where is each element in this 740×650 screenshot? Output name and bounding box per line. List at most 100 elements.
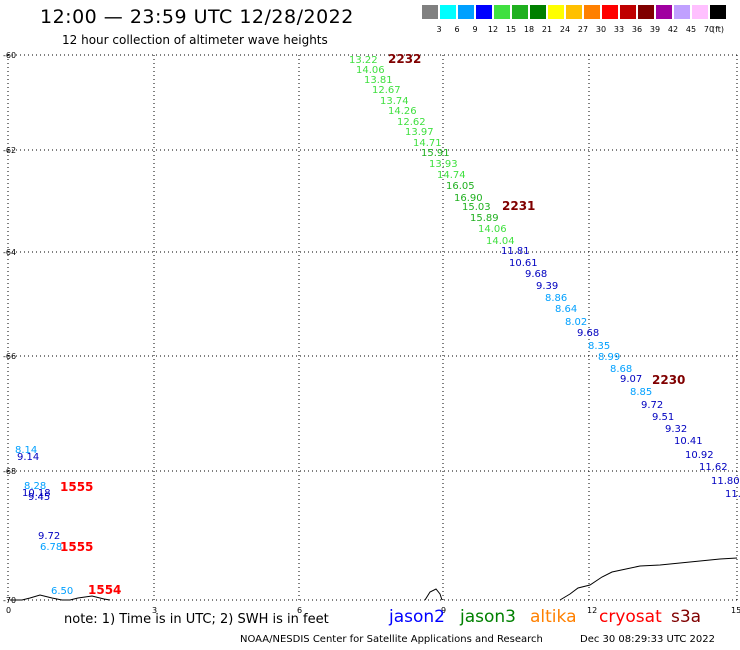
legend-label: 15 — [505, 25, 517, 34]
legend-label: 12 — [487, 25, 499, 34]
swh-value: 9.07 — [620, 374, 642, 385]
legend-swatch — [602, 5, 618, 19]
coastline — [10, 594, 111, 601]
legend-label: 21 — [541, 25, 553, 34]
legend-label: 27 — [577, 25, 589, 34]
swh-value: 10.61 — [509, 258, 538, 269]
pass-time-label: 1555 — [60, 480, 93, 494]
swh-value: 10.41 — [674, 436, 703, 447]
swh-value: 11. — [725, 489, 740, 500]
legend-swatch — [530, 5, 546, 19]
swh-value: 13.81 — [364, 75, 393, 86]
longitude-label: 3 — [152, 606, 157, 615]
swh-value: 9.68 — [525, 269, 547, 280]
pass-time-label: 1554 — [88, 583, 121, 597]
credit-line: NOAA/NESDIS Center for Satellite Applica… — [240, 634, 543, 645]
swh-value: 9.51 — [652, 412, 674, 423]
swh-value: 10.18 — [22, 488, 51, 499]
swh-value: 13.74 — [380, 96, 409, 107]
swh-value: 8.28 — [24, 481, 46, 492]
legend-swatch — [422, 5, 438, 19]
swh-value: 14.26 — [388, 106, 417, 117]
swh-value: 8.14 — [15, 445, 37, 456]
swh-value: 16.05 — [446, 181, 475, 192]
legend-label: 9 — [472, 25, 478, 34]
coastline — [424, 588, 443, 601]
swh-value: 11.80 — [711, 476, 740, 487]
legend-swatch — [656, 5, 672, 19]
swh-value: 14.71 — [413, 138, 442, 149]
latitude-label: -68 — [3, 467, 16, 476]
map-title: 12:00 — 23:59 UTC 12/28/2022 — [40, 6, 354, 28]
longitude-label: 15 — [731, 606, 740, 615]
swh-value: 9.45 — [28, 492, 50, 503]
swh-value: 13.97 — [405, 127, 434, 138]
pass-time-label: 2231 — [502, 199, 535, 213]
legend-label: 70 — [703, 25, 715, 34]
swh-value: 6.78 — [40, 542, 62, 553]
legend-swatch — [548, 5, 564, 19]
satellite-altika: altika — [530, 607, 577, 627]
swh-value: 8.64 — [555, 304, 577, 315]
swh-value: 9.68 — [577, 328, 599, 339]
legend-label: 36 — [631, 25, 643, 34]
swh-value: 14.06 — [356, 65, 385, 76]
swh-value: 10.92 — [685, 450, 714, 461]
swh-value: 13.22 — [349, 55, 378, 66]
legend-label: 39 — [649, 25, 661, 34]
swh-value: 15.03 — [462, 202, 491, 213]
legend-swatch — [458, 5, 474, 19]
swh-value: 8.02 — [565, 317, 587, 328]
legend-swatch — [494, 5, 510, 19]
latitude-label: -66 — [3, 352, 16, 361]
longitude-label: 12 — [587, 606, 597, 615]
legend-swatch — [710, 5, 726, 19]
latitude-label: -64 — [3, 248, 16, 257]
satellite-s3a: s3a — [671, 607, 702, 627]
pass-time-label: 2230 — [652, 373, 685, 387]
legend-label: 24 — [559, 25, 571, 34]
pass-time-label: 1555 — [60, 540, 93, 554]
legend-label: 6 — [454, 25, 460, 34]
legend-label: 42 — [667, 25, 679, 34]
swh-value: 8.86 — [545, 293, 567, 304]
legend-label: 30 — [595, 25, 607, 34]
swh-value: 15.89 — [470, 213, 499, 224]
swh-value: 11.81 — [501, 246, 530, 257]
legend-label: 18 — [523, 25, 535, 34]
longitude-label: 9 — [441, 606, 446, 615]
swh-value: 14.04 — [486, 236, 515, 247]
legend-swatch — [440, 5, 456, 19]
swh-value: 9.32 — [665, 424, 687, 435]
generation-timestamp: Dec 30 08:29:33 UTC 2022 — [580, 634, 715, 645]
legend-label: 33 — [613, 25, 625, 34]
swh-value: 14.74 — [437, 170, 466, 181]
swh-value: 8.35 — [588, 341, 610, 352]
legend-swatch — [674, 5, 690, 19]
swh-value: 9.14 — [17, 452, 39, 463]
swh-value: 12.62 — [397, 117, 426, 128]
legend-label: 45 — [685, 25, 697, 34]
latitude-label: -60 — [3, 51, 16, 60]
footer-note: note: 1) Time is in UTC; 2) SWH is in fe… — [64, 612, 329, 627]
legend-unit: (ft) — [712, 25, 725, 34]
legend-label: 3 — [436, 25, 442, 34]
swh-value: 9.72 — [38, 531, 60, 542]
legend-swatch — [512, 5, 528, 19]
map-subtitle: 12 hour collection of altimeter wave hei… — [62, 33, 328, 47]
latitude-label: -62 — [3, 146, 16, 155]
swh-value: 13.93 — [429, 159, 458, 170]
swh-value: 8.99 — [598, 352, 620, 363]
legend-swatch — [584, 5, 600, 19]
swh-value: 16.90 — [454, 193, 483, 204]
longitude-label: 0 — [6, 606, 11, 615]
swh-value: 15.91 — [421, 148, 450, 159]
swh-value: 9.72 — [641, 400, 663, 411]
swh-value: 12.67 — [372, 85, 401, 96]
legend-swatch — [566, 5, 582, 19]
swh-value: 8.68 — [610, 364, 632, 375]
legend-swatch — [692, 5, 708, 19]
legend-swatch — [476, 5, 492, 19]
longitude-label: 6 — [297, 606, 302, 615]
